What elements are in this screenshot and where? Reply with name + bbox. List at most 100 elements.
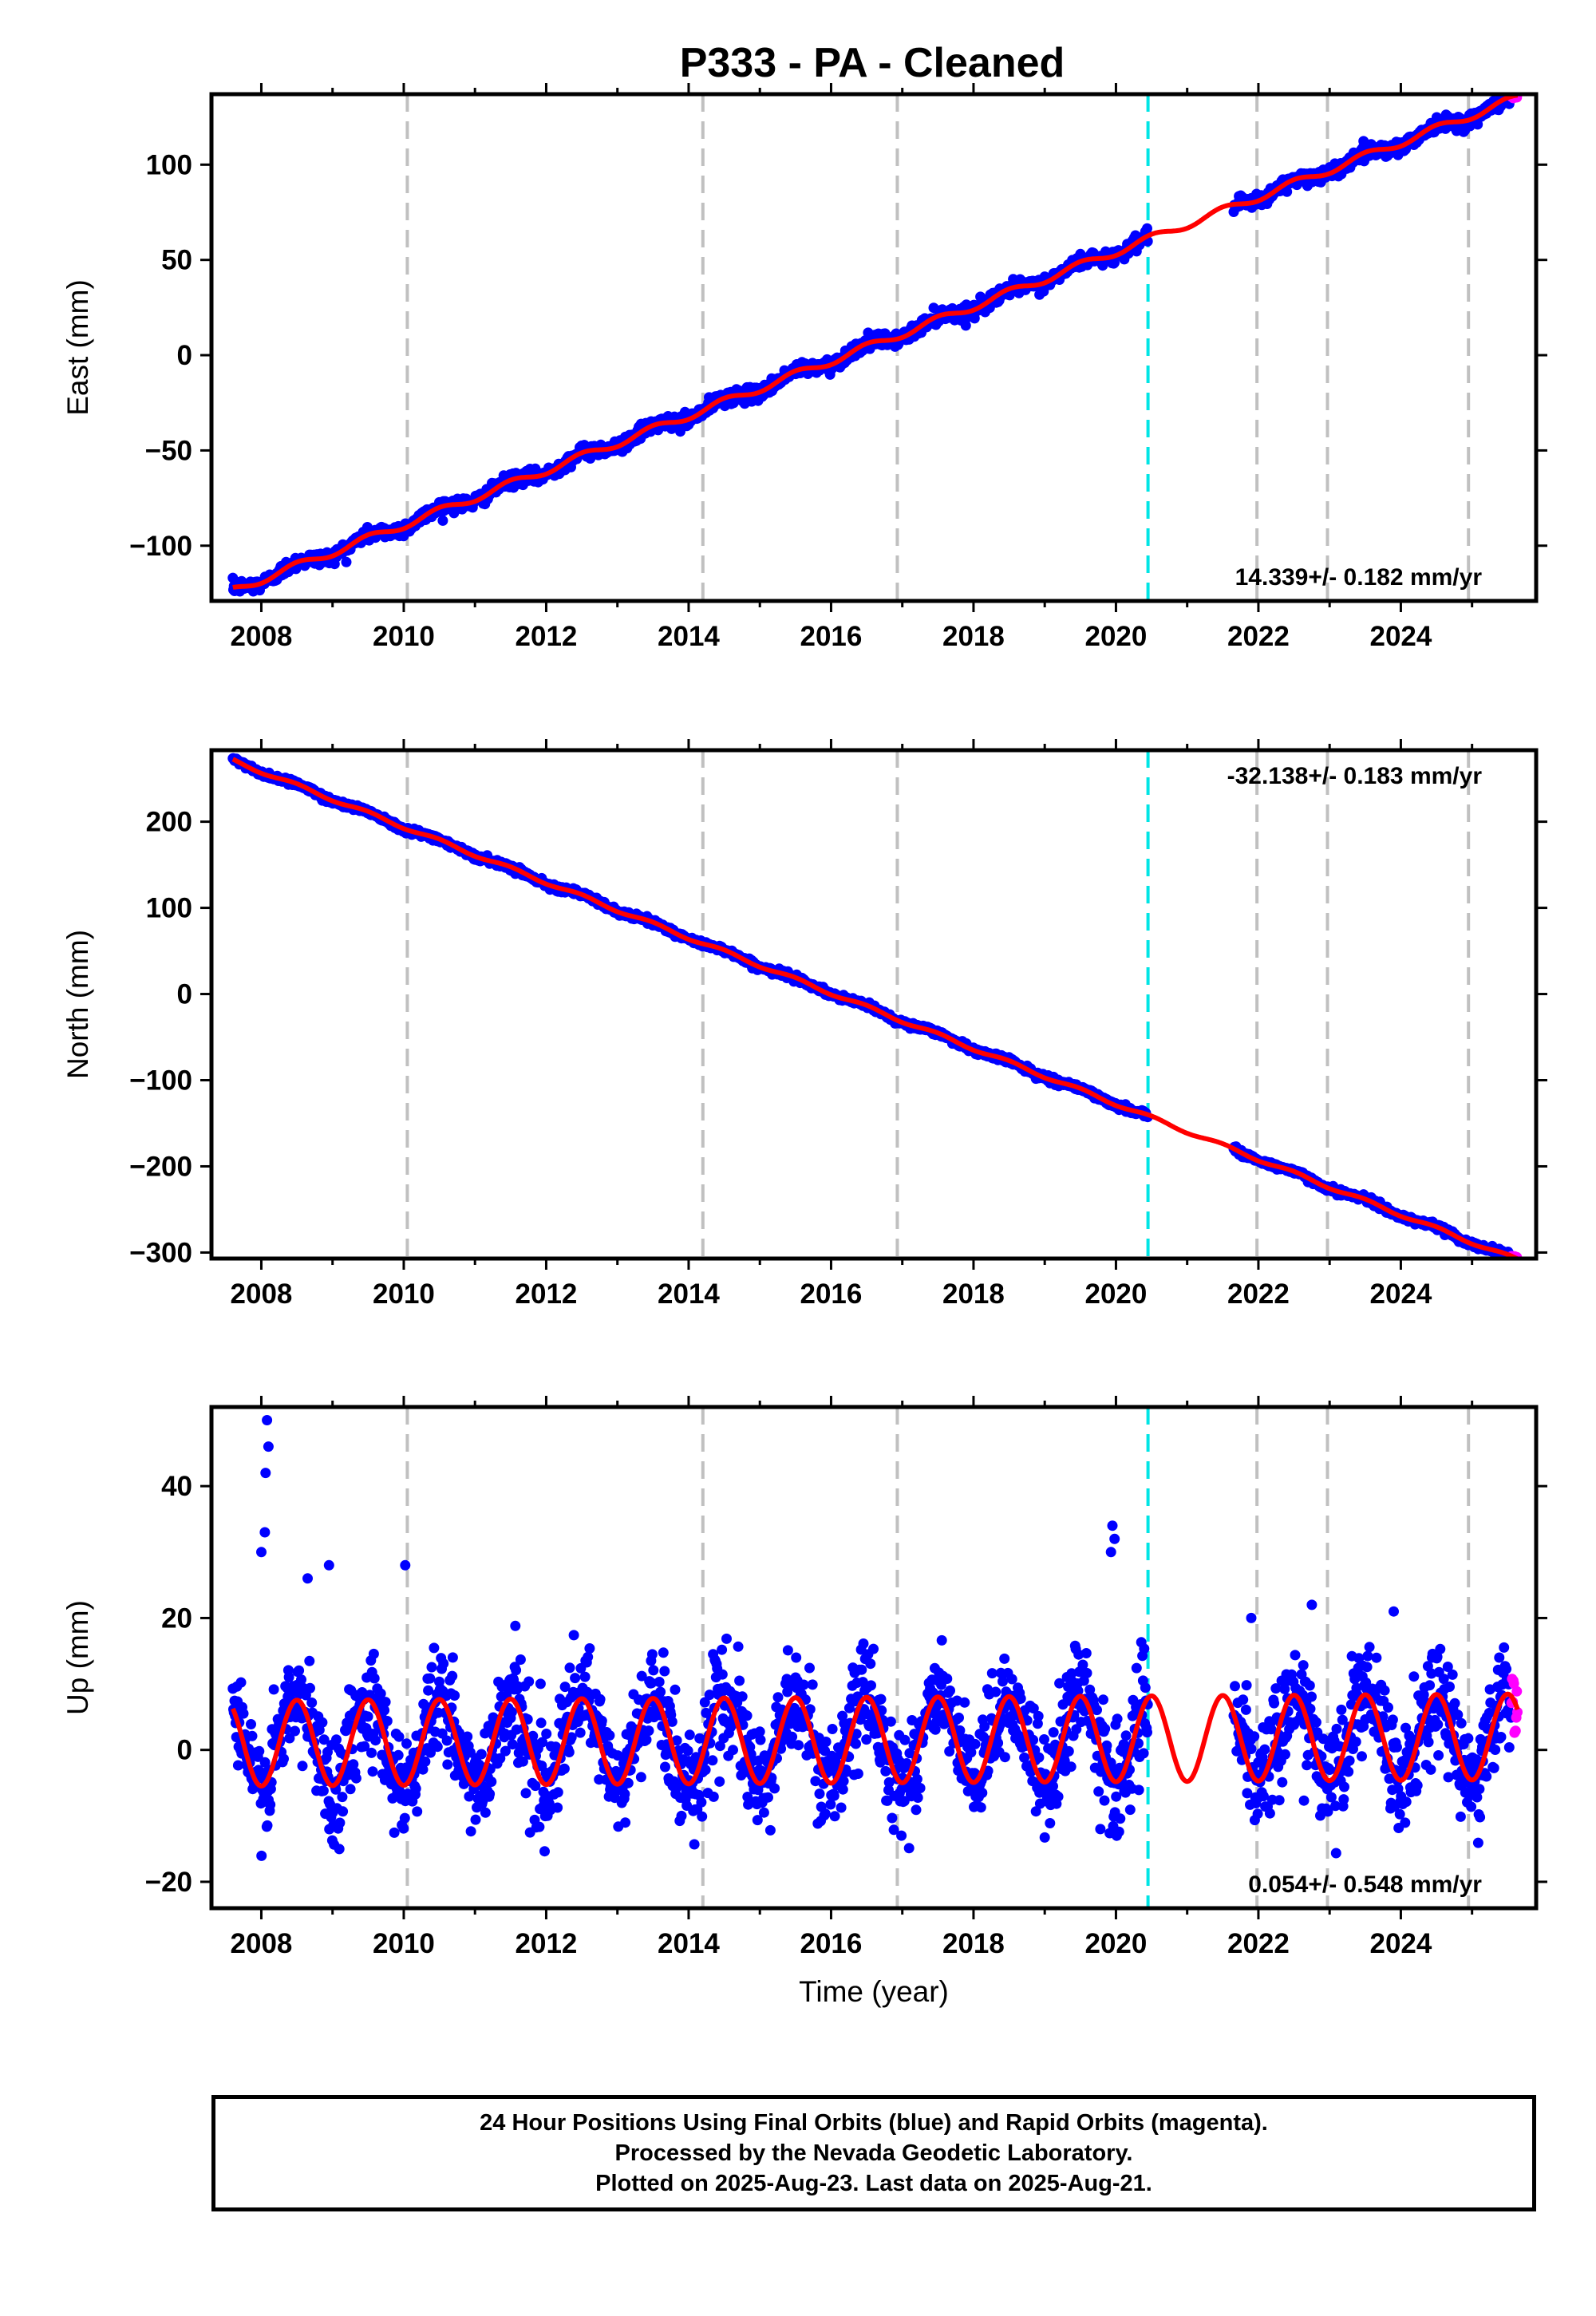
final-orbit-point [596,1715,607,1726]
panel-north: 2008 2010 2012 2014 2016 2018 2020 2022 2024−300… [61,739,1547,1310]
final-orbit-point [341,556,352,567]
final-orbit-point [595,1694,606,1705]
final-orbit-point [305,1682,315,1694]
final-orbit-point [437,515,448,526]
x-tick-label: 2016 [800,1279,863,1310]
y-axis-label: East (mm) [61,279,94,416]
panel-up: 2008 2010 2012 2014 2016 2018 2020 2022 2024−200… [61,1396,1547,2008]
y-tick-label: 100 [146,149,192,180]
final-orbit-point [535,1717,547,1729]
final-orbit-point [290,1725,300,1737]
final-orbit-point [619,1788,630,1800]
final-orbit-point [535,1678,546,1690]
y-tick-label: −50 [145,435,192,466]
panels-group: 2008 2010 2012 2014 2016 2018 2020 2022 2024−100… [61,83,1547,2008]
rate-label: 14.339+/- 0.182 mm/yr [1235,564,1483,591]
final-orbit-point [256,1850,267,1861]
final-orbit-point [641,1734,652,1745]
final-orbit-point [447,1652,458,1663]
x-tick-label: 2010 [373,1279,435,1310]
x-tick-label: 2018 [942,1279,1005,1310]
final-orbit-point [279,1753,289,1765]
final-orbit-point [476,1749,487,1760]
final-orbit-point [510,1620,521,1631]
final-orbit-point [297,1761,308,1772]
final-orbit-point [552,1787,563,1798]
final-orbit-point [296,1674,306,1686]
final-orbit-point [480,1807,491,1818]
final-orbit-point [304,1655,315,1666]
final-orbit-point [648,1665,659,1676]
final-orbit-point [515,1654,526,1665]
final-orbit-point [331,1734,342,1745]
final-orbit-point [235,1677,247,1688]
final-orbit-point [486,1777,497,1787]
final-orbit-point [398,1823,409,1834]
final-orbit-point [268,1684,279,1695]
final-orbit-point [506,1706,517,1717]
final-orbit-point [568,1630,579,1641]
x-tick-label: 2022 [1227,621,1290,652]
y-tick-label: 100 [146,893,192,924]
final-orbit-point [583,1651,594,1662]
final-orbit-point [1142,223,1152,234]
final-orbit-point [429,1642,440,1654]
y-tick-label: 0 [177,979,192,1010]
final-orbit-point [655,1686,666,1697]
final-orbit-point [570,1673,581,1684]
final-orbit-point [484,1788,496,1800]
final-orbit-point [442,1759,453,1770]
final-orbit-point [470,1814,481,1825]
final-orbit-point [604,1730,615,1741]
final-orbit-point [283,1672,294,1682]
x-tick-label: 2016 [800,621,863,652]
final-orbit-point [441,1735,452,1746]
final-orbit-point [262,1820,273,1831]
final-orbit-point [362,1711,373,1722]
final-orbit-point [366,1747,377,1758]
x-tick-label: 2020 [1085,621,1148,652]
final-orbit-point [584,1643,595,1654]
final-orbit-point [254,1745,265,1757]
final-orbit-point [438,1658,449,1669]
y-tick-label: 0 [177,340,192,371]
final-orbit-point [334,1817,346,1828]
final-orbit-point [462,1731,473,1742]
y-tick-label: −300 [129,1237,192,1268]
final-orbit-point [1472,119,1483,130]
x-tick-label: 2024 [1369,621,1432,652]
x-tick-label: 2008 [231,1279,293,1310]
final-orbit-point [523,1676,535,1687]
final-orbit-point [575,1727,586,1738]
final-orbit-point [426,1662,437,1673]
final-orbit-point [399,1812,410,1824]
final-orbit-point [338,1806,349,1817]
panel-frame [209,92,1539,603]
rate-label: -32.138+/- 0.183 mm/yr [1227,763,1483,789]
final-orbit-point [447,1670,458,1682]
final-orbit-point [960,320,971,331]
final-orbit-point [420,1756,431,1767]
final-orbit-point [432,1741,443,1753]
x-tick-label: 2012 [516,1279,578,1310]
final-orbit-point [559,1763,570,1774]
y-tick-label: −200 [129,1151,192,1182]
final-orbit-point [1282,186,1293,197]
final-orbit-point [635,1772,646,1783]
final-orbit-point [425,1673,436,1684]
final-orbit-point [563,1747,575,1757]
y-tick-label: 50 [161,245,192,276]
final-orbit-point [337,1792,348,1803]
final-orbit-point [238,1708,249,1719]
final-orbit-point [552,1802,563,1813]
final-orbit-point [646,1649,658,1660]
final-orbit-point [534,1821,545,1832]
final-orbit-point [520,1788,531,1799]
final-orbit-point [541,1729,552,1739]
final-orbit-point [294,1665,305,1676]
final-orbit-point [369,1673,380,1684]
final-orbit-point [367,1766,378,1777]
final-orbit-point [658,1647,669,1658]
final-orbit-point [306,1697,318,1708]
final-orbit-point [350,1773,361,1784]
